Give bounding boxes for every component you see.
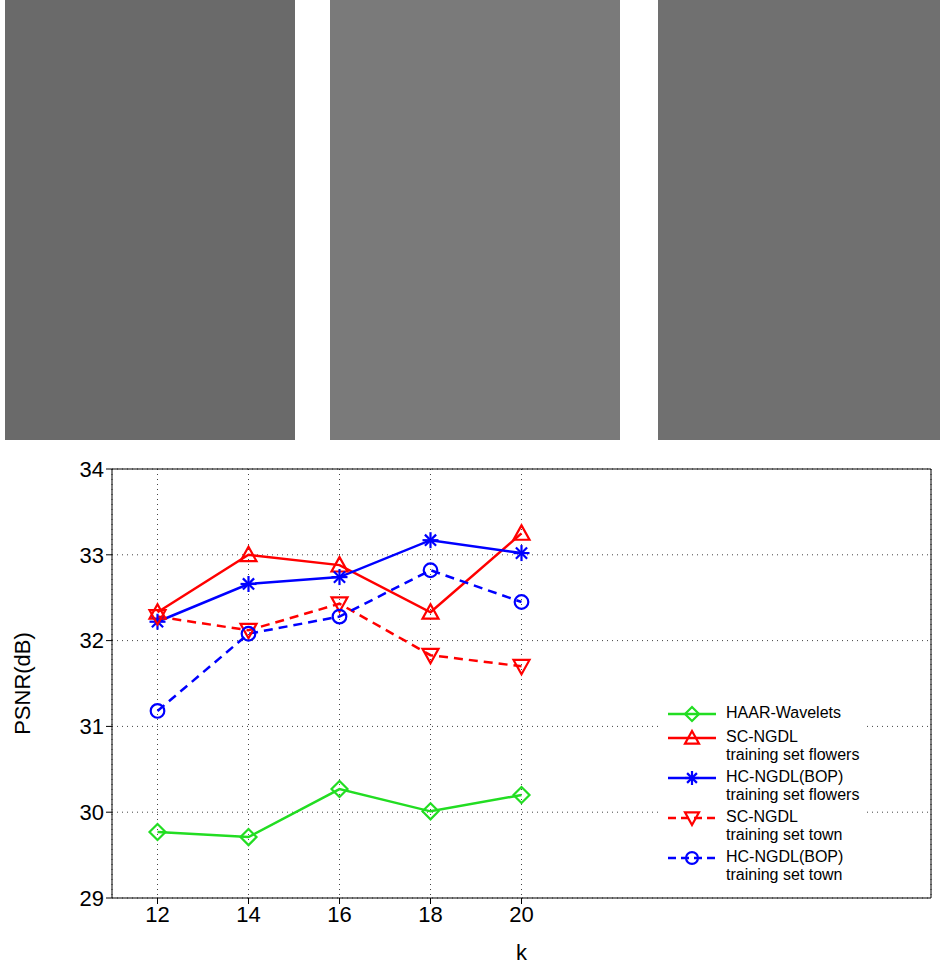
- svg-text:18: 18: [418, 902, 442, 927]
- html-text:HC-NGDL(BOP): HC-NGDL(BOP): [726, 768, 844, 785]
- html-text:HC-NGDL(BOP): HC-NGDL(BOP): [726, 848, 844, 865]
- svg-text:12: 12: [145, 902, 169, 927]
- svg-text:34: 34: [80, 457, 104, 482]
- svg-text:31: 31: [80, 714, 104, 739]
- html-text:HAAR-Wavelets: HAAR-Wavelets: [726, 704, 841, 721]
- svg-text:33: 33: [80, 543, 104, 568]
- svg-text:PSNR(dB): PSNR(dB): [10, 632, 35, 735]
- html-text:training set town: training set town: [726, 866, 843, 883]
- svg-text:30: 30: [80, 800, 104, 825]
- html-text:SC-NGDL: SC-NGDL: [726, 728, 798, 745]
- svg-text:29: 29: [80, 886, 104, 911]
- html-text:training set town: training set town: [726, 826, 843, 843]
- svg-text:k: k: [516, 940, 528, 965]
- html-text:SC-NGDL: SC-NGDL: [726, 808, 798, 825]
- svg-text:14: 14: [236, 902, 260, 927]
- svg-text:32: 32: [80, 628, 104, 653]
- html-text:training set flowers: training set flowers: [726, 786, 860, 803]
- svg-text:16: 16: [327, 902, 351, 927]
- svg-text:20: 20: [509, 902, 533, 927]
- html-text:training set flowers: training set flowers: [726, 746, 860, 763]
